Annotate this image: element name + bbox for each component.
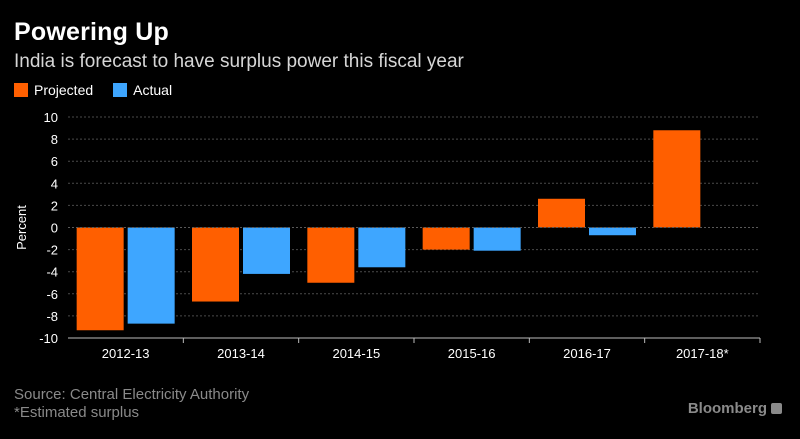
legend-item-projected: Projected	[14, 82, 93, 98]
bar-actual-2015-16	[473, 227, 521, 251]
chart-legend: Projected Actual	[14, 82, 192, 98]
y-tick-label: -2	[46, 243, 58, 258]
y-tick-label: 0	[51, 221, 58, 236]
bar-projected-2014-15	[307, 227, 355, 283]
bar-projected-2012-13	[76, 227, 124, 331]
x-tick-label: 2017-18*	[676, 346, 729, 361]
bar-chart: 10 8 6 4 2 0 -2 -4 -6 -8 -10 Percent 2012-13 2013-14 2…	[14, 110, 761, 361]
legend-label-projected: Projected	[34, 82, 94, 98]
bar-actual-2016-17	[589, 227, 636, 236]
bar-actual-2013-14	[243, 227, 290, 274]
y-tick-label: -4	[46, 265, 58, 280]
legend-label-actual: Actual	[133, 82, 173, 98]
chart-title: Powering Up	[14, 18, 169, 46]
y-tick-label: 6	[51, 154, 58, 169]
y-tick-label: 10	[44, 110, 58, 125]
x-tick-label: 2013-14	[217, 346, 265, 361]
x-tick-label: 2012-13	[102, 346, 150, 361]
bar-projected-2015-16	[422, 227, 470, 250]
chart-subtitle: India is forecast to have surplus power …	[14, 51, 464, 72]
source-note: Source: Central Electricity Authority	[14, 386, 250, 403]
y-axis-label: Percent	[14, 205, 29, 250]
legend-item-actual: Actual	[113, 82, 172, 98]
y-tick-label: 8	[51, 132, 58, 147]
x-tick-label: 2015-16	[448, 346, 496, 361]
bar-actual-2012-13	[127, 227, 175, 324]
brand-name: Bloomberg	[687, 400, 767, 417]
bar-projected-2013-14	[192, 227, 239, 302]
footnote: *Estimated surplus	[14, 404, 140, 421]
brand-logo: Bloomberg	[688, 400, 782, 417]
y-tick-label: 4	[51, 176, 58, 191]
bar-actual-2014-15	[358, 227, 406, 268]
legend-swatch-projected	[14, 83, 28, 97]
y-tick-label: 2	[51, 198, 58, 213]
bar-projected-2016-17	[538, 198, 585, 228]
legend-swatch-actual	[113, 83, 128, 97]
x-tick-label: 2014-15	[332, 346, 380, 361]
y-tick-label: -8	[46, 309, 58, 324]
bar-projected-2017-18*	[653, 130, 701, 228]
y-tick-label: -6	[46, 287, 58, 302]
y-tick-label: -10	[39, 331, 58, 346]
bloomberg-logo-icon	[771, 403, 782, 414]
x-tick-label: 2016-17	[563, 346, 611, 361]
